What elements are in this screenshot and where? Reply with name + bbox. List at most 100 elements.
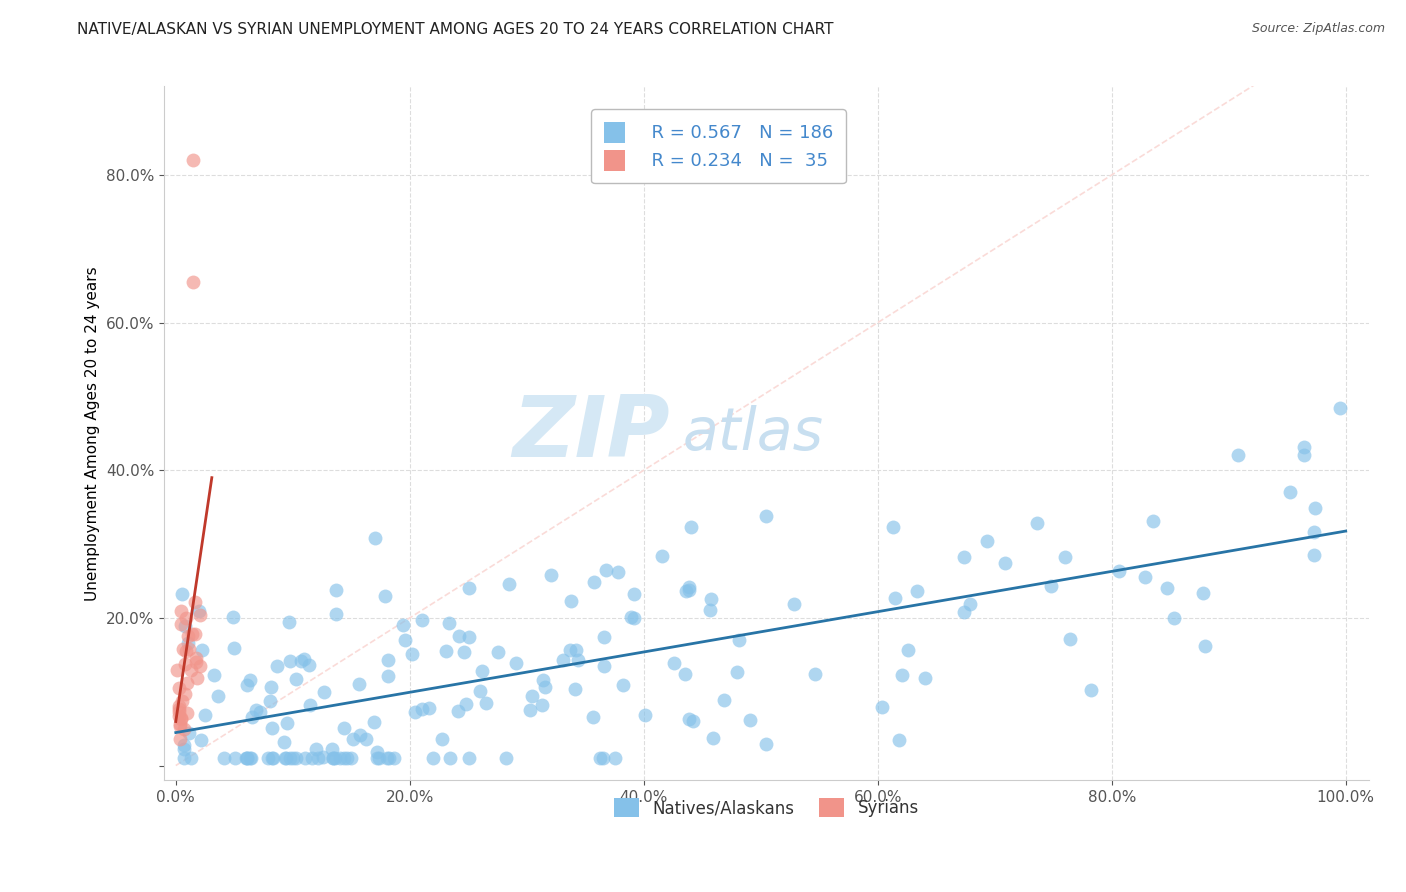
Point: [166, 663, 188, 677]
Point: [281, 751, 304, 765]
Point: [290, 654, 312, 668]
Point: [673, 667, 696, 681]
Point: [240, 709, 263, 723]
Point: [1192, 586, 1215, 600]
Point: [257, 751, 280, 765]
Point: [394, 632, 416, 647]
Point: [453, 645, 475, 659]
Point: [235, 751, 257, 765]
Point: [304, 742, 326, 756]
Text: NATIVE/ALASKAN VS SYRIAN UNEMPLOYMENT AMONG AGES 20 TO 24 YEARS CORRELATION CHAR: NATIVE/ALASKAN VS SYRIAN UNEMPLOYMENT AM…: [77, 22, 834, 37]
Point: [312, 685, 335, 699]
Point: [188, 608, 211, 623]
Point: [181, 627, 204, 641]
Point: [170, 604, 193, 618]
Point: [176, 676, 198, 690]
Point: [783, 597, 806, 611]
Point: [540, 568, 562, 582]
Point: [1279, 484, 1302, 499]
Point: [592, 658, 614, 673]
Point: [994, 556, 1017, 570]
Point: [366, 751, 388, 765]
Point: [727, 633, 749, 648]
Point: [603, 751, 626, 765]
Point: [184, 651, 207, 665]
Point: [349, 728, 371, 742]
Y-axis label: Unemployment Among Ages 20 to 24 years: Unemployment Among Ages 20 to 24 years: [86, 266, 100, 600]
Point: [620, 610, 643, 624]
Point: [278, 615, 301, 630]
Point: [551, 653, 574, 667]
Point: [262, 751, 284, 765]
Point: [323, 751, 346, 765]
Point: [592, 751, 614, 765]
Point: [340, 751, 363, 765]
Point: [582, 574, 605, 589]
Point: [364, 531, 387, 545]
Point: [678, 712, 700, 726]
Point: [439, 751, 461, 765]
Point: [391, 618, 413, 632]
Point: [174, 611, 197, 625]
Point: [454, 697, 477, 711]
Point: [713, 693, 735, 707]
Point: [471, 664, 494, 678]
Point: [401, 647, 423, 661]
Point: [170, 711, 193, 725]
Point: [1133, 570, 1156, 584]
Point: [239, 673, 262, 687]
Point: [519, 703, 541, 717]
Point: [260, 751, 283, 765]
Point: [377, 669, 399, 683]
Point: [173, 742, 195, 756]
Point: [952, 549, 974, 564]
Point: [1059, 632, 1081, 647]
Point: [702, 731, 724, 745]
Point: [458, 582, 481, 596]
Point: [236, 751, 259, 765]
Point: [183, 153, 205, 168]
Point: [177, 629, 200, 643]
Point: [173, 751, 195, 765]
Point: [172, 641, 194, 656]
Point: [1226, 448, 1249, 462]
Point: [240, 751, 263, 765]
Point: [190, 643, 212, 657]
Point: [1302, 524, 1324, 539]
Point: [236, 751, 259, 765]
Point: [333, 751, 356, 765]
Text: ZIP: ZIP: [513, 392, 671, 475]
Point: [332, 721, 354, 735]
Point: [437, 615, 460, 630]
Point: [173, 722, 195, 736]
Point: [194, 708, 217, 723]
Point: [169, 718, 191, 732]
Point: [273, 751, 295, 765]
Point: [222, 610, 245, 624]
Legend: Natives/Alaskans, Syrians: Natives/Alaskans, Syrians: [607, 791, 925, 824]
Point: [177, 642, 200, 657]
Point: [458, 630, 481, 644]
Point: [682, 714, 704, 729]
Point: [595, 563, 617, 577]
Point: [322, 751, 344, 765]
Point: [754, 508, 776, 523]
Point: [367, 751, 389, 765]
Point: [681, 520, 703, 534]
Point: [311, 750, 333, 764]
Point: [325, 583, 347, 598]
Point: [651, 549, 673, 564]
Point: [245, 703, 267, 717]
Point: [222, 640, 245, 655]
Point: [167, 709, 190, 723]
Point: [1292, 449, 1315, 463]
Point: [976, 533, 998, 548]
Point: [418, 701, 440, 715]
Point: [1054, 550, 1077, 565]
Point: [891, 668, 914, 682]
Point: [505, 656, 527, 670]
Point: [1025, 516, 1047, 531]
Point: [959, 597, 981, 611]
Point: [184, 655, 207, 669]
Point: [675, 584, 697, 599]
